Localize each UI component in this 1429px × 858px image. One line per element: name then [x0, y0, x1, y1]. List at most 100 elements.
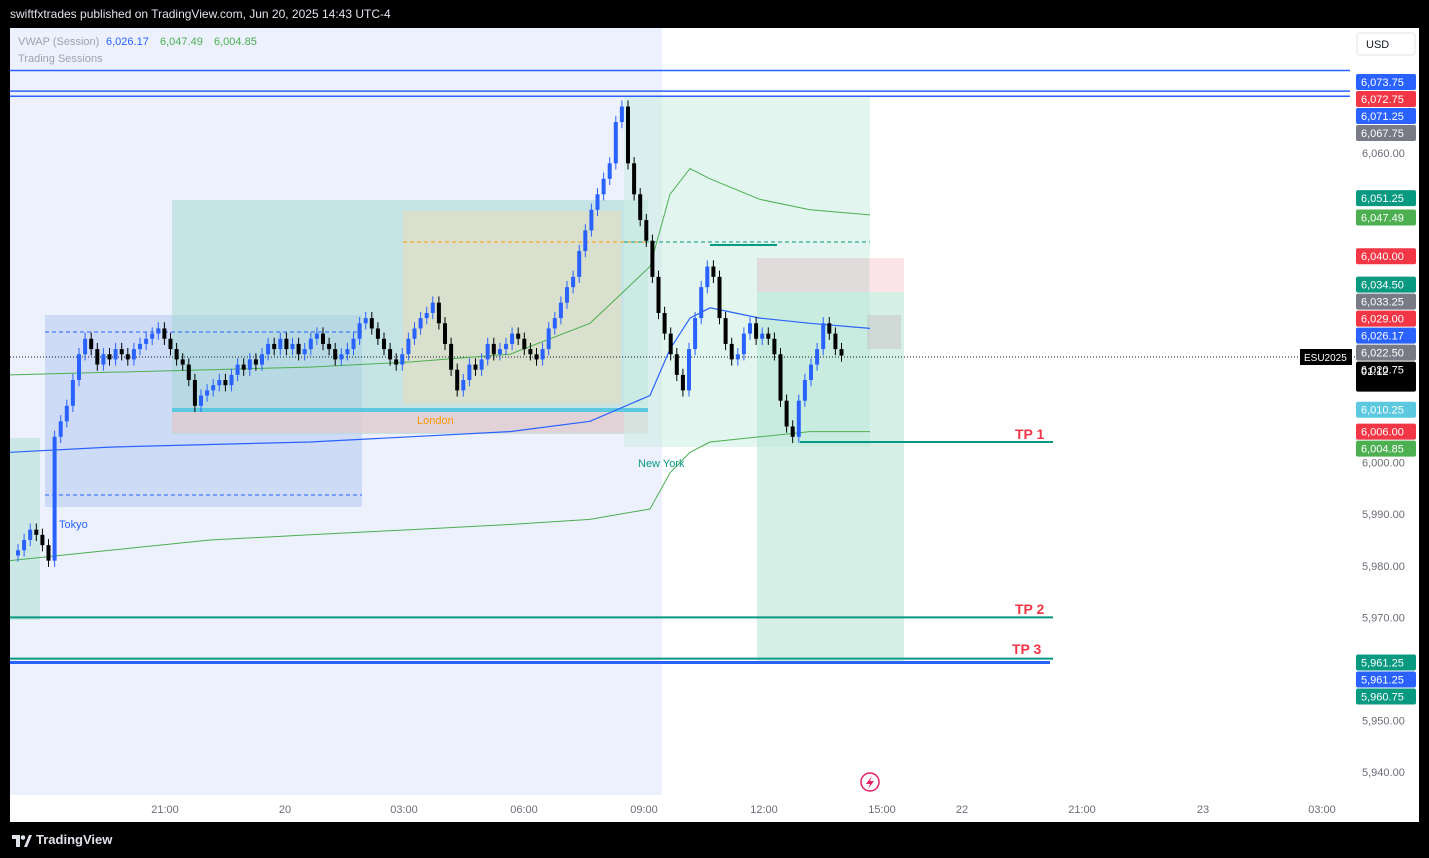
candle-body	[16, 550, 20, 556]
vwap-legend-label[interactable]: VWAP (Session)	[18, 36, 99, 48]
price-label-bg	[1356, 654, 1416, 671]
candle-body	[815, 349, 820, 365]
candle-body	[790, 426, 795, 437]
symbol-tag	[1300, 349, 1352, 365]
candle-body	[748, 323, 752, 334]
candle-body	[741, 333, 746, 355]
candle-body	[455, 369, 460, 391]
candle-body	[705, 266, 710, 288]
candle-body	[272, 343, 277, 350]
candle-body	[436, 302, 441, 324]
y-tick-label: 5,970.00	[1362, 612, 1405, 624]
candle-body	[400, 354, 405, 365]
price-label-bg	[1356, 423, 1416, 440]
x-tick-label: 21:00	[151, 804, 179, 816]
candle-body	[674, 354, 679, 375]
price-label-bg	[1356, 671, 1416, 688]
candle-body	[668, 333, 673, 355]
candle-body	[735, 354, 740, 360]
position-grey-box	[757, 258, 869, 292]
candle-body	[406, 338, 411, 355]
price-label-bg	[1356, 293, 1416, 310]
candle-body	[339, 354, 344, 360]
candle-body	[558, 302, 563, 319]
sessions-legend-label[interactable]: Trading Sessions	[18, 53, 103, 65]
candle-body	[308, 338, 313, 350]
price-label-bg	[1356, 248, 1416, 265]
candle-body	[388, 349, 393, 360]
price-label-text: 6,073.75	[1361, 77, 1404, 89]
price-label-bg	[1356, 276, 1416, 293]
candle-body	[333, 349, 338, 360]
candle-body	[235, 364, 240, 375]
candle-body	[375, 328, 380, 339]
candle-body	[827, 323, 832, 334]
candle-body	[229, 374, 234, 386]
time-axis[interactable]	[10, 795, 1355, 822]
price-label-bg	[1356, 401, 1416, 418]
x-tick-label: 20	[279, 804, 291, 816]
x-tick-label: 09:00	[630, 804, 658, 816]
price-label-bg	[1356, 327, 1416, 344]
vwap-upper-band	[10, 167, 871, 376]
price-label-text: 5,961.25	[1361, 675, 1404, 687]
candle-body	[565, 287, 569, 303]
candle-body	[186, 364, 191, 381]
publisher-text: swiftfxtrades published on TradingView.c…	[10, 7, 391, 21]
candle-body	[504, 343, 508, 350]
candle-body	[772, 338, 777, 355]
tradingview-logo-icon	[12, 834, 32, 847]
candle-body	[589, 209, 594, 231]
candle-body	[46, 545, 51, 561]
candle-body	[150, 333, 155, 339]
lightning-bolt-icon[interactable]	[860, 772, 880, 792]
tp3-label: TP 3	[1012, 641, 1042, 657]
candle-body	[729, 343, 734, 360]
candle-body	[522, 338, 527, 350]
price-label-text: 6,033.25	[1361, 297, 1404, 309]
price-label-text: 6,010.25	[1361, 405, 1404, 417]
candle-body	[619, 106, 624, 123]
x-axis-ticks: 21:00 20 03:00 06:00 09:00 12:00 15:00 22 21:00 2…	[151, 804, 1336, 816]
vwap-lower-band	[10, 431, 870, 562]
chart-svg[interactable]: Tokyo London New York TP 1 TP 2 TP 3 VWA…	[10, 28, 1419, 822]
chart-area[interactable]: Tokyo London New York TP 1 TP 2 TP 3 VWA…	[10, 28, 1419, 822]
candle-body	[64, 405, 69, 422]
candle-body	[77, 354, 81, 381]
candle-body	[546, 328, 551, 350]
candle-body	[650, 240, 655, 277]
candle-body	[607, 163, 612, 179]
candle-body	[491, 343, 496, 355]
candle-body	[144, 338, 149, 344]
candle-body	[40, 534, 45, 546]
symbol-label: ESU2025	[1304, 353, 1347, 364]
session-label-london: London	[417, 415, 454, 427]
price-label-bg	[1356, 108, 1416, 125]
price-label-text: 6,072.75	[1361, 94, 1404, 106]
candle-body	[760, 333, 765, 339]
position-green-box	[757, 292, 904, 662]
candle-body	[497, 349, 502, 355]
candle-body	[723, 318, 728, 344]
candle-body	[680, 374, 685, 391]
candle-body	[571, 276, 576, 288]
currency-label: USD	[1366, 39, 1389, 51]
brand[interactable]: TradingView	[12, 832, 112, 847]
candle-body	[595, 194, 600, 210]
candle-body	[662, 312, 667, 334]
candle-body	[89, 338, 94, 350]
candle-body	[534, 354, 539, 360]
countdown-label: 01:12	[1361, 366, 1389, 378]
candle-body	[424, 312, 429, 319]
y-tick-label: 5,950.00	[1362, 716, 1405, 728]
y-axis-ticks: 6,060.00 6,000.00 5,990.00 5,980.00 5,970.00…	[1362, 148, 1405, 779]
candle-body	[58, 421, 63, 437]
candle-body	[394, 359, 399, 365]
price-label-text: 6,026.17	[1361, 331, 1404, 343]
candle-body	[162, 328, 167, 339]
currency-button[interactable]	[1356, 32, 1416, 56]
price-label-bg	[1356, 688, 1416, 705]
x-tick-label: 15:00	[868, 804, 896, 816]
price-label-bg	[1356, 344, 1416, 361]
candle-body	[485, 343, 490, 360]
